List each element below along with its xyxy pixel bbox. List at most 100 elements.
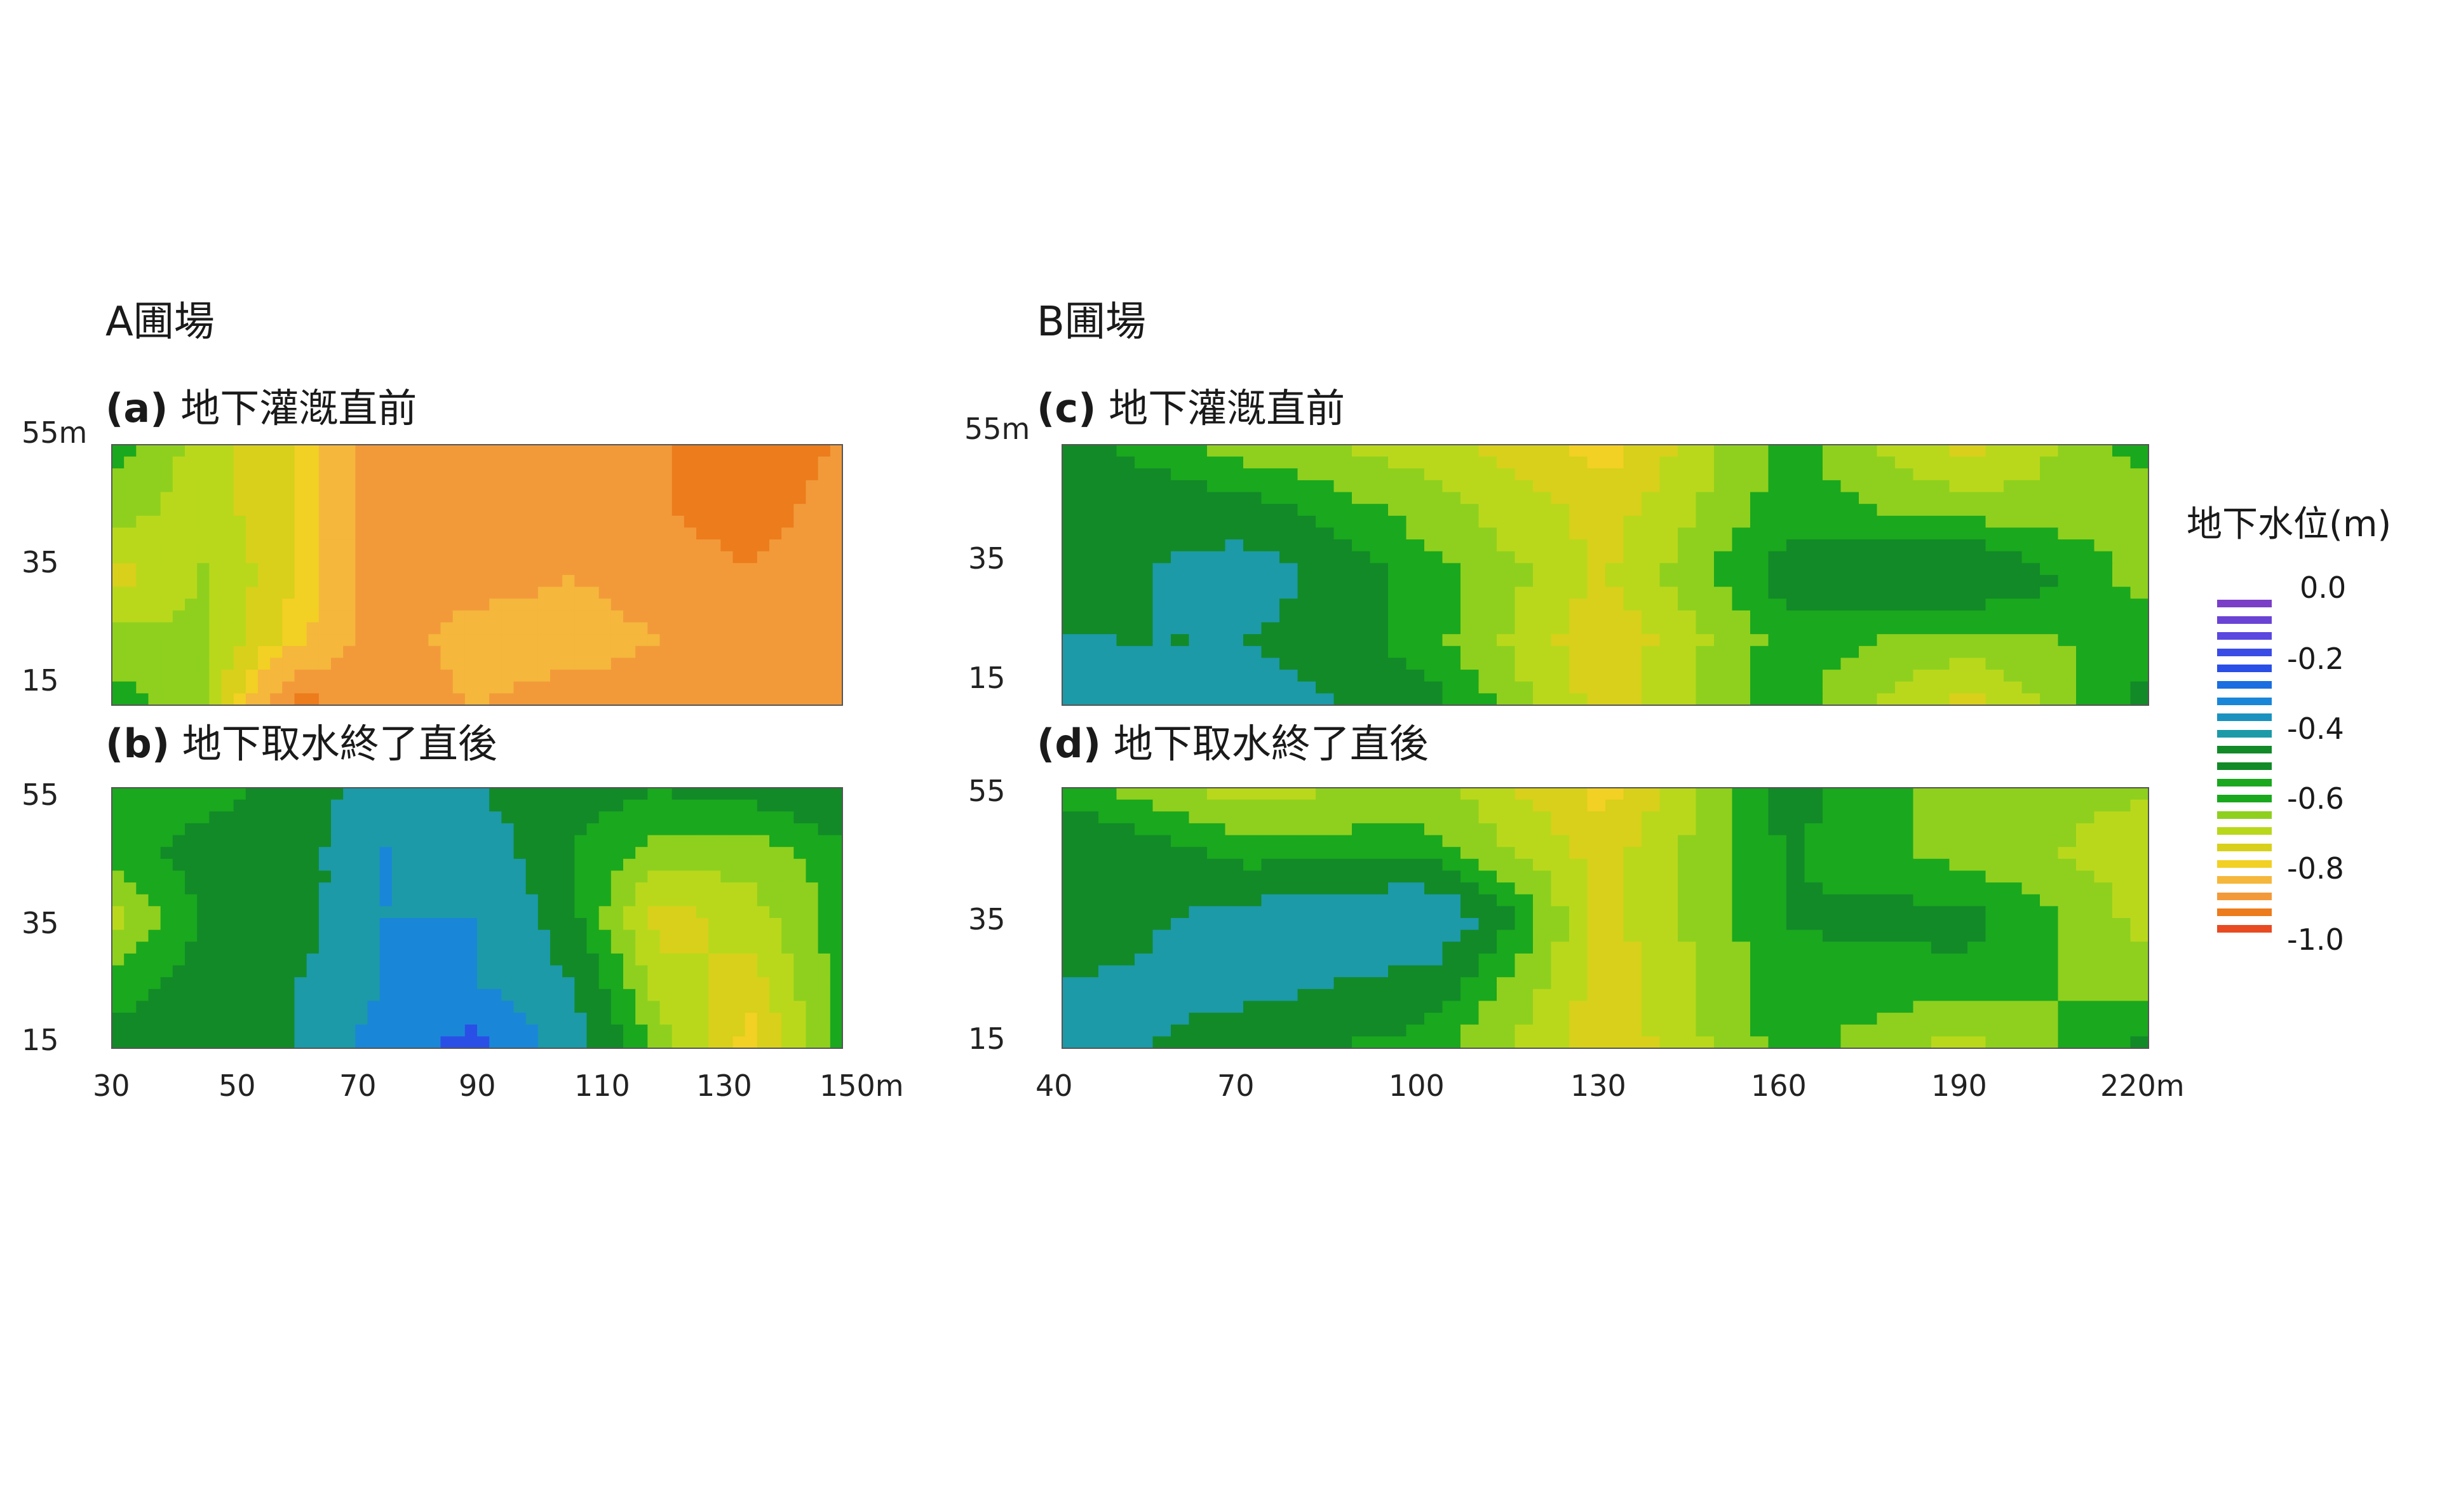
heatmap-cell bbox=[1823, 858, 1842, 872]
heatmap-cell bbox=[221, 1013, 234, 1025]
heatmap-cell bbox=[160, 693, 173, 706]
heatmap-cell bbox=[1514, 681, 1534, 694]
heatmap-cell bbox=[404, 681, 417, 694]
heatmap-cell bbox=[1967, 504, 1987, 516]
heatmap-cell bbox=[233, 894, 246, 907]
heatmap-cell bbox=[197, 468, 210, 481]
heatmap-cell bbox=[172, 953, 186, 966]
heatmap-cell bbox=[696, 515, 709, 529]
heatmap-cell bbox=[720, 575, 734, 588]
heatmap-cell bbox=[647, 515, 661, 529]
heatmap-cell bbox=[696, 468, 709, 481]
heatmap-cell bbox=[2058, 563, 2077, 576]
heatmap-cell bbox=[1062, 622, 1081, 635]
heatmap-cell bbox=[1877, 693, 1896, 706]
heatmap-cell bbox=[1514, 645, 1534, 659]
heatmap-cell bbox=[477, 504, 490, 516]
heatmap-cell bbox=[1261, 811, 1280, 824]
heatmap-cell bbox=[2040, 610, 2059, 623]
heatmap-cell bbox=[781, 942, 794, 954]
heatmap-cell bbox=[294, 575, 307, 588]
heatmap-cell bbox=[818, 670, 831, 682]
heatmap-cell bbox=[172, 598, 186, 611]
heatmap-cell bbox=[1840, 551, 1859, 564]
heatmap-cell bbox=[550, 1013, 563, 1025]
panel-a-label: (a) bbox=[105, 385, 168, 431]
heatmap-cell bbox=[1913, 823, 1932, 836]
heatmap-cell bbox=[221, 658, 234, 670]
heatmap-cell bbox=[1859, 504, 1878, 516]
heatmap-cell bbox=[489, 575, 502, 588]
heatmap-cell bbox=[623, 468, 636, 481]
heatmap-cell bbox=[818, 645, 831, 659]
heatmap-cell bbox=[1316, 563, 1335, 576]
heatmap-cell bbox=[513, 1013, 527, 1025]
heatmap-cell bbox=[1714, 456, 1733, 469]
heatmap-cell bbox=[221, 870, 234, 883]
heatmap-cell bbox=[550, 563, 563, 576]
heatmap-cell bbox=[1840, 835, 1859, 847]
heatmap-cell bbox=[136, 456, 149, 469]
heatmap-cell bbox=[1116, 468, 1135, 481]
heatmap-cell bbox=[610, 1013, 624, 1025]
heatmap-cell bbox=[501, 527, 515, 540]
heatmap-cell bbox=[416, 788, 429, 800]
heatmap-cell bbox=[574, 693, 588, 706]
heatmap-cell bbox=[647, 658, 661, 670]
heatmap-cell bbox=[1189, 598, 1208, 611]
heatmap-cell bbox=[124, 918, 137, 931]
heatmap-cell bbox=[1985, 622, 2004, 635]
heatmap-cell bbox=[2021, 563, 2041, 576]
heatmap-cell bbox=[404, 610, 417, 623]
heatmap-cell bbox=[452, 575, 466, 588]
heatmap-cell bbox=[1696, 942, 1715, 954]
heatmap-cell bbox=[1659, 480, 1678, 493]
heatmap-cell bbox=[355, 468, 368, 481]
heatmap-cell bbox=[221, 811, 234, 824]
heatmap-cell bbox=[1424, 575, 1443, 588]
heatmap-cell bbox=[745, 598, 758, 611]
heatmap-cell bbox=[197, 788, 210, 800]
heatmap-cell bbox=[793, 799, 807, 812]
heatmap-cell bbox=[112, 575, 125, 588]
heatmap-cell bbox=[1967, 788, 1987, 800]
heatmap-cell bbox=[1135, 835, 1154, 847]
heatmap-cell bbox=[1533, 882, 1552, 895]
heatmap-cell bbox=[1460, 942, 1480, 954]
heatmap-cell bbox=[2112, 953, 2131, 966]
heatmap-cell bbox=[306, 551, 320, 564]
heatmap-cell bbox=[781, 811, 794, 824]
heatmap-cell bbox=[1533, 468, 1552, 481]
heatmap-cell bbox=[1786, 610, 1805, 623]
heatmap-cell bbox=[1406, 965, 1425, 978]
heatmap-cell bbox=[2076, 563, 2095, 576]
heatmap-cell bbox=[185, 811, 198, 824]
heatmap-cell bbox=[233, 835, 246, 847]
heatmap-cell bbox=[1533, 835, 1552, 847]
heatmap-cell bbox=[209, 989, 222, 1002]
heatmap-cell bbox=[537, 681, 551, 694]
heatmap-cell bbox=[1297, 953, 1316, 966]
heatmap-cell bbox=[1678, 929, 1697, 942]
heatmap-cell bbox=[1587, 610, 1606, 623]
heatmap-cell bbox=[501, 670, 515, 682]
heatmap-cell bbox=[635, 882, 648, 895]
heatmap-cell bbox=[696, 977, 709, 990]
heatmap-cell bbox=[404, 515, 417, 529]
heatmap-cell bbox=[1895, 906, 1914, 919]
heatmap-cell bbox=[1551, 977, 1570, 990]
heatmap-cell bbox=[1659, 575, 1678, 588]
heatmap-cell bbox=[1732, 858, 1751, 872]
heatmap-cell bbox=[610, 480, 624, 493]
heatmap-cell bbox=[367, 799, 381, 812]
heatmap-cell bbox=[1316, 942, 1335, 954]
heatmap-cell bbox=[1424, 977, 1443, 990]
heatmap-cell bbox=[124, 515, 137, 529]
heatmap-cell bbox=[1605, 870, 1624, 883]
heatmap-cell bbox=[306, 693, 320, 706]
heatmap-cell bbox=[1207, 906, 1226, 919]
heatmap-cell bbox=[1714, 953, 1733, 966]
heatmap-cell bbox=[732, 598, 746, 611]
heatmap-cell bbox=[1623, 634, 1642, 647]
heatmap-cell bbox=[1370, 811, 1389, 824]
